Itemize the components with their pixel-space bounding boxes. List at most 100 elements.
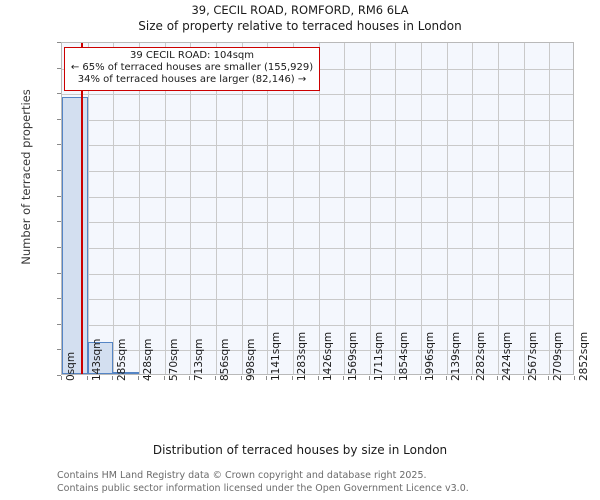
gridline-vertical bbox=[190, 43, 192, 374]
gridline-vertical bbox=[318, 43, 320, 374]
x-axis-tick-mark bbox=[240, 376, 242, 380]
x-axis-tick-label: 1141sqm bbox=[270, 331, 283, 381]
x-axis-tick-label: 1569sqm bbox=[347, 331, 360, 381]
x-axis-tick-label: 2852sqm bbox=[578, 331, 590, 381]
x-axis-tick-label: 2139sqm bbox=[449, 331, 462, 381]
chart-subtitle: Size of property relative to terraced ho… bbox=[138, 19, 462, 33]
y-axis-tick-mark bbox=[57, 272, 61, 274]
y-axis-tick-mark bbox=[57, 375, 61, 376]
x-axis-tick-label: 285sqm bbox=[116, 338, 129, 381]
y-axis-tick-mark bbox=[57, 93, 61, 95]
x-axis-tick-mark bbox=[574, 376, 575, 380]
x-axis-tick-label: 428sqm bbox=[141, 338, 154, 381]
y-axis-tick-mark bbox=[57, 144, 61, 146]
x-axis-tick-label: 1711sqm bbox=[372, 331, 385, 381]
gridline-vertical bbox=[292, 43, 294, 374]
annotation-line-2: ← 65% of terraced houses are smaller (15… bbox=[70, 62, 314, 74]
y-axis-tick-mark bbox=[57, 221, 61, 223]
footer-line-2: Contains public sector information licen… bbox=[57, 482, 469, 494]
footer-attribution: Contains HM Land Registry data © Crown c… bbox=[57, 470, 597, 496]
y-axis-tick-mark bbox=[57, 170, 61, 172]
chart-title: 39, CECIL ROAD, ROMFORD, RM6 6LA bbox=[191, 3, 409, 17]
x-axis-tick-label: 0sqm bbox=[65, 351, 77, 381]
x-axis-tick-mark bbox=[189, 376, 191, 380]
gridline-vertical bbox=[138, 43, 140, 374]
x-axis-tick-label: 2709sqm bbox=[552, 331, 565, 381]
y-axis-tick-mark bbox=[57, 67, 61, 69]
x-axis-tick-mark bbox=[214, 376, 216, 380]
gridline-vertical bbox=[113, 43, 115, 374]
gridline-horizontal bbox=[62, 119, 573, 121]
x-axis-tick-mark bbox=[368, 376, 370, 380]
gridline-vertical bbox=[215, 43, 217, 374]
x-axis-tick-mark bbox=[163, 376, 165, 380]
x-axis-tick-label: 143sqm bbox=[90, 338, 103, 381]
gridline-vertical bbox=[446, 43, 448, 374]
bar bbox=[113, 372, 139, 374]
gridline-horizontal bbox=[62, 247, 573, 249]
gridline-vertical bbox=[472, 43, 474, 374]
x-axis-tick-mark bbox=[112, 376, 114, 380]
x-axis-tick-mark bbox=[343, 376, 345, 380]
x-axis-tick-label: 1283sqm bbox=[295, 331, 308, 381]
gridline-vertical bbox=[369, 43, 371, 374]
gridline-vertical bbox=[164, 43, 166, 374]
annotation-line-1: 39 CECIL ROAD: 104sqm bbox=[129, 50, 254, 61]
gridline-horizontal bbox=[62, 94, 573, 96]
gridline-vertical bbox=[395, 43, 397, 374]
gridline-horizontal bbox=[62, 171, 573, 173]
gridline-vertical bbox=[87, 43, 89, 374]
y-axis-title: Number of terraced properties bbox=[19, 89, 33, 265]
property-marker-line bbox=[80, 43, 83, 374]
y-axis-tick-mark bbox=[57, 298, 61, 300]
x-axis-tick-label: 1996sqm bbox=[424, 331, 437, 381]
property-annotation-box: 39 CECIL ROAD: 104sqm ← 65% of terraced … bbox=[64, 47, 320, 91]
y-axis-tick-mark bbox=[57, 323, 61, 325]
gridline-horizontal bbox=[62, 299, 573, 301]
x-axis-tick-mark bbox=[445, 376, 447, 380]
x-axis-tick-label: 2424sqm bbox=[501, 331, 514, 381]
gridline-horizontal bbox=[62, 196, 573, 198]
y-axis-tick-mark bbox=[57, 246, 61, 248]
gridline-vertical bbox=[241, 43, 243, 374]
x-axis-tick-label: 713sqm bbox=[193, 338, 206, 381]
x-axis-tick-mark bbox=[497, 376, 499, 380]
y-axis-tick-mark bbox=[57, 118, 61, 120]
x-axis-tick-mark bbox=[317, 376, 319, 380]
x-axis-tick-label: 1854sqm bbox=[398, 331, 411, 381]
x-axis-tick-label: 856sqm bbox=[218, 338, 231, 381]
gridline-horizontal bbox=[62, 350, 573, 352]
gridline-vertical bbox=[523, 43, 525, 374]
gridline-horizontal bbox=[62, 145, 573, 147]
y-axis-tick-mark bbox=[57, 195, 61, 197]
x-axis-tick-mark bbox=[548, 376, 550, 380]
x-axis-tick-label: 2282sqm bbox=[475, 331, 488, 381]
x-axis-tick-mark bbox=[291, 376, 293, 380]
y-axis-tick-mark bbox=[57, 349, 61, 351]
plot-area bbox=[61, 42, 574, 375]
bar bbox=[62, 97, 88, 374]
gridline-horizontal bbox=[62, 324, 573, 326]
gridline-vertical bbox=[344, 43, 346, 374]
x-axis-title: Distribution of terraced houses by size … bbox=[152, 443, 448, 457]
footer-line-1: Contains HM Land Registry data © Crown c… bbox=[57, 470, 427, 481]
gridline-horizontal bbox=[62, 222, 573, 224]
x-axis-tick-mark bbox=[471, 376, 473, 380]
x-axis-tick-mark bbox=[266, 376, 268, 380]
x-axis-tick-mark bbox=[394, 376, 396, 380]
x-axis-tick-mark bbox=[137, 376, 139, 380]
bar bbox=[87, 341, 114, 374]
gridline-horizontal bbox=[62, 273, 573, 275]
x-axis-tick-mark bbox=[86, 376, 88, 380]
gridline-vertical bbox=[267, 43, 269, 374]
annotation-line-3: 34% of terraced houses are larger (82,14… bbox=[77, 74, 307, 86]
x-axis-tick-label: 998sqm bbox=[244, 338, 257, 381]
gridline-vertical bbox=[549, 43, 551, 374]
x-axis-tick-mark bbox=[420, 376, 422, 380]
x-axis-tick-label: 1426sqm bbox=[321, 331, 334, 381]
x-axis-tick-label: 570sqm bbox=[167, 338, 180, 381]
y-axis-tick-mark bbox=[57, 42, 61, 43]
gridline-vertical bbox=[498, 43, 500, 374]
x-axis-tick-mark bbox=[522, 376, 524, 380]
